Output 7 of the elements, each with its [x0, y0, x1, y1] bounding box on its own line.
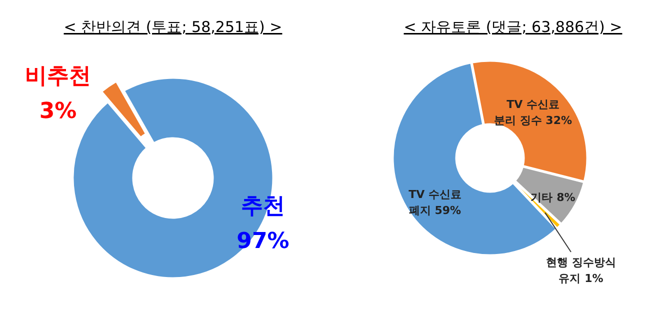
chart-title: < 찬반의견 (투표; 58,251표) > — [64, 18, 282, 36]
data-label: 3% — [39, 99, 77, 124]
slice-label: 현행 징수방식 유지 1% — [546, 256, 616, 285]
slice-label: 비추천 — [25, 64, 91, 89]
slice-label: TV 수신료 분리 징수 32% — [494, 98, 572, 127]
chart-title: < 자유토론 (댓글; 63,886건) > — [404, 18, 622, 36]
slice-label: TV 수신료 폐지 59% — [408, 188, 462, 217]
